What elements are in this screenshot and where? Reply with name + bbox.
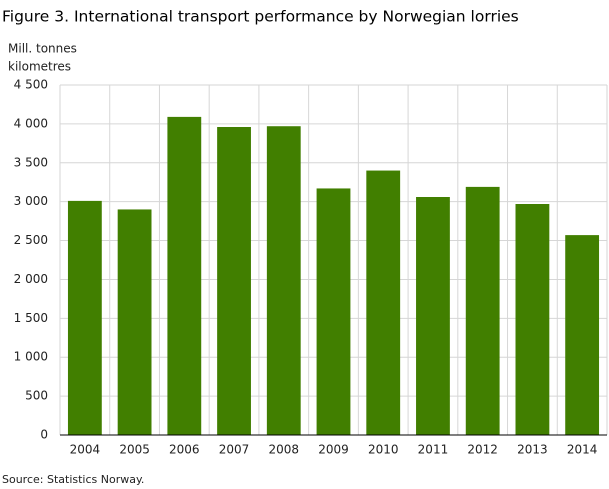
bar xyxy=(266,126,301,435)
bar xyxy=(565,235,600,435)
source: Source: Statistics Norway. xyxy=(2,473,144,486)
x-tick-label: 2008 xyxy=(268,443,299,457)
bar xyxy=(217,127,251,435)
x-tick-label: 2007 xyxy=(219,443,250,457)
y-tick-label: 1 500 xyxy=(14,311,48,325)
y-tick-label: 2 500 xyxy=(14,233,48,247)
y-tick-label: 3 500 xyxy=(14,155,48,169)
y-tick-label: 2 000 xyxy=(14,272,48,286)
bar xyxy=(167,116,202,435)
x-tick-label: 2006 xyxy=(169,443,200,457)
x-tick-label: 2004 xyxy=(70,443,101,457)
bar xyxy=(366,170,401,436)
bar xyxy=(67,200,102,435)
y-axis-label: Mill. tonnes xyxy=(8,42,77,56)
x-tick-label: 2013 xyxy=(517,443,548,457)
bar xyxy=(316,188,351,435)
x-tick-label: 2011 xyxy=(418,443,449,457)
y-tick-label: 1 000 xyxy=(14,350,48,364)
x-tick-label: 2010 xyxy=(368,443,399,457)
y-axis-label: kilometres xyxy=(8,60,71,74)
x-tick-label: 2005 xyxy=(119,443,150,457)
x-tick-label: 2014 xyxy=(567,443,598,457)
chart-title: Figure 3. International transport perfor… xyxy=(2,8,519,26)
y-tick-label: 3 000 xyxy=(14,194,48,208)
x-tick-label: 2009 xyxy=(318,443,349,457)
y-tick-label: 500 xyxy=(25,389,48,403)
bar xyxy=(416,197,450,435)
x-tick-label: 2012 xyxy=(467,443,498,457)
y-tick-label: 4 500 xyxy=(14,78,48,92)
bar xyxy=(465,186,500,435)
y-tick-label: 0 xyxy=(40,428,48,442)
y-tick-label: 4 000 xyxy=(14,116,48,130)
bar xyxy=(117,209,152,435)
bar xyxy=(515,204,550,435)
